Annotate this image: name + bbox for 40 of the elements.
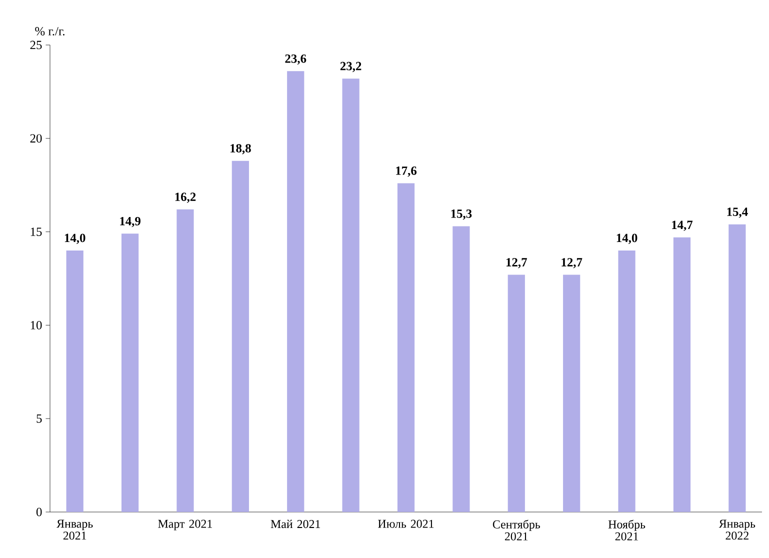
bar <box>452 226 470 512</box>
y-tick-label: 5 <box>36 414 42 423</box>
bar <box>563 274 580 512</box>
data-label: 17,6 <box>396 166 417 177</box>
data-label: 23,2 <box>340 62 362 72</box>
x-tick-label: Январь 2021 <box>56 520 93 540</box>
y-tick-label: 25 <box>30 40 42 50</box>
data-label: 12,7 <box>562 258 582 268</box>
data-label: 16,2 <box>175 192 196 203</box>
bar <box>508 274 525 512</box>
bar <box>397 183 415 512</box>
data-label: 14,0 <box>616 234 638 244</box>
x-tick-label: Июль 2021 <box>378 520 434 528</box>
bar <box>176 209 194 512</box>
bar <box>342 78 360 512</box>
bar <box>232 160 249 512</box>
bar <box>66 250 84 512</box>
x-tick-label: Март 2021 <box>158 520 212 530</box>
y-tick-label: 20 <box>30 134 42 143</box>
bar <box>618 250 636 512</box>
data-label: 23,6 <box>285 54 306 65</box>
bar <box>728 224 746 512</box>
y-axis-title: % г./г. <box>35 27 64 36</box>
y-tick-label: 10 <box>30 320 42 330</box>
data-label: 14,7 <box>672 220 693 231</box>
x-tick-label: Сентябрь 2021 <box>492 520 540 540</box>
bar <box>673 237 691 512</box>
y-tick-label: 0 <box>36 508 42 516</box>
data-label: 14,9 <box>120 216 140 228</box>
data-label: 15,3 <box>451 209 472 220</box>
y-tick-label: 15 <box>30 228 42 236</box>
x-tick-label: Январь 2022 <box>718 520 756 540</box>
data-label: 12,7 <box>506 258 527 268</box>
x-tick-label: Ноябрь 2021 <box>608 520 646 540</box>
data-label: 14,0 <box>64 234 86 244</box>
bar <box>287 71 304 512</box>
data-label: 15,4 <box>727 208 748 218</box>
data-label: 18,8 <box>230 144 251 154</box>
x-tick-label: Май 2021 <box>270 520 320 528</box>
bar <box>121 234 139 512</box>
